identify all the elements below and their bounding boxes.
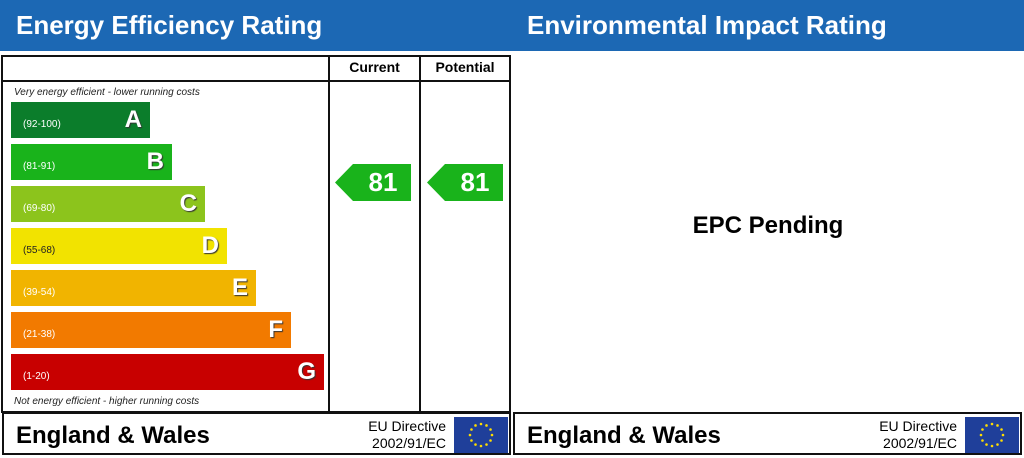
band-a: (92-100) A <box>11 102 150 138</box>
region-label: England & Wales <box>16 422 210 449</box>
current-rating-arrow: 81 <box>335 164 411 201</box>
band-e: (39-54) E <box>11 270 256 306</box>
band-range: (55-68) <box>23 245 56 256</box>
potential-rating-arrow: 81 <box>427 164 503 201</box>
directive-line1: EU Directive <box>368 418 446 434</box>
current-column-header: Current <box>349 59 400 75</box>
bottom-note: Not energy efficient - higher running co… <box>14 396 200 407</box>
epc-pending-text: EPC Pending <box>692 212 844 239</box>
band-letter: C <box>179 190 197 217</box>
band-letter: F <box>268 316 283 343</box>
column-divider <box>419 57 421 411</box>
band-letter: A <box>124 106 142 133</box>
band-letter: B <box>146 148 164 175</box>
band-letter: E <box>231 274 248 301</box>
eu-directive: EU Directive 2002/91/EC <box>359 418 446 452</box>
header-divider <box>3 80 509 82</box>
directive-line2: 2002/91/EC <box>883 435 957 451</box>
band-range: (1-20) <box>23 371 50 382</box>
band-range: (69-80) <box>23 203 56 214</box>
energy-efficiency-header: Energy Efficiency Rating <box>0 0 512 51</box>
energy-footer: England & Wales EU Directive 2002/91/EC <box>2 412 511 455</box>
band-g: (1-20) G <box>11 354 324 390</box>
band-range: (81-91) <box>23 161 56 172</box>
energy-rating-table: Current Potential Very energy efficient … <box>1 55 511 413</box>
band-f: (21-38) F <box>11 312 291 348</box>
band-b: (81-91) B <box>11 144 172 180</box>
potential-rating-value: 81 <box>460 167 490 197</box>
eu-flag-icon <box>965 417 1019 453</box>
band-range: (39-54) <box>23 287 56 298</box>
column-divider <box>328 57 330 411</box>
band-range: (92-100) <box>23 119 61 130</box>
environmental-impact-header: Environmental Impact Rating <box>512 0 1024 51</box>
potential-column-header: Potential <box>435 59 495 75</box>
eu-flag-icon <box>454 417 508 453</box>
eu-directive: EU Directive 2002/91/EC <box>870 418 957 452</box>
band-range: (21-38) <box>23 329 56 340</box>
environmental-footer: England & Wales EU Directive 2002/91/EC <box>513 412 1022 455</box>
directive-line2: 2002/91/EC <box>372 435 446 451</box>
band-d: (55-68) D <box>11 228 227 264</box>
band-c: (69-80) C <box>11 186 205 222</box>
top-note: Very energy efficient - lower running co… <box>14 87 200 98</box>
band-letter: G <box>297 358 316 385</box>
current-rating-value: 81 <box>368 167 398 197</box>
directive-line1: EU Directive <box>879 418 957 434</box>
band-letter: D <box>201 232 219 259</box>
region-label: England & Wales <box>527 422 721 449</box>
